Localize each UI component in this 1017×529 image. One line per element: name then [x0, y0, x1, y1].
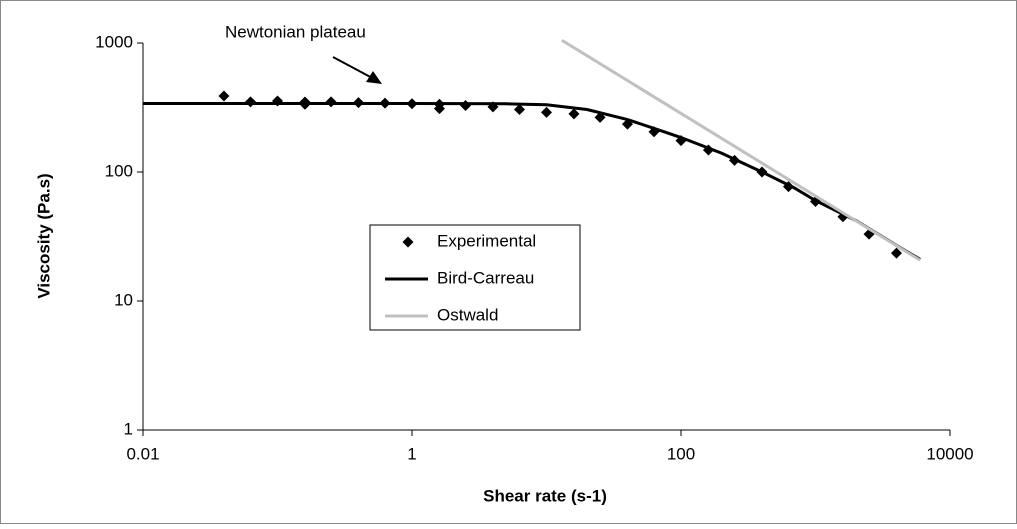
x-axis-label: Shear rate (s-1): [483, 486, 607, 505]
y-axis-label: Viscosity (Pa.s): [34, 173, 53, 298]
annotation: Newtonian plateau: [225, 22, 366, 41]
x-tick-label: 10000: [926, 444, 973, 463]
legend-label: Experimental: [437, 231, 536, 250]
x-tick-label: 1: [407, 444, 416, 463]
y-tick-label: 100: [105, 161, 133, 180]
marker: [890, 247, 902, 259]
line: [561, 38, 921, 262]
marker: [568, 108, 580, 120]
legend-marker: [402, 236, 414, 248]
marker: [218, 90, 230, 102]
legend-label: Bird-Carreau: [437, 268, 534, 287]
marker: [541, 106, 552, 118]
legend-label: Ostwald: [437, 305, 498, 324]
arrow-head: [366, 71, 382, 84]
y-tick-label: 10: [114, 290, 133, 309]
marker: [433, 103, 445, 115]
x-tick-label: 100: [667, 444, 695, 463]
y-tick-label: 1000: [95, 32, 133, 51]
y-tick-label: 1: [124, 419, 133, 438]
marker: [514, 104, 526, 116]
x-tick-label: 0.01: [126, 444, 159, 463]
arrow: [332, 56, 377, 81]
line: [143, 101, 921, 261]
